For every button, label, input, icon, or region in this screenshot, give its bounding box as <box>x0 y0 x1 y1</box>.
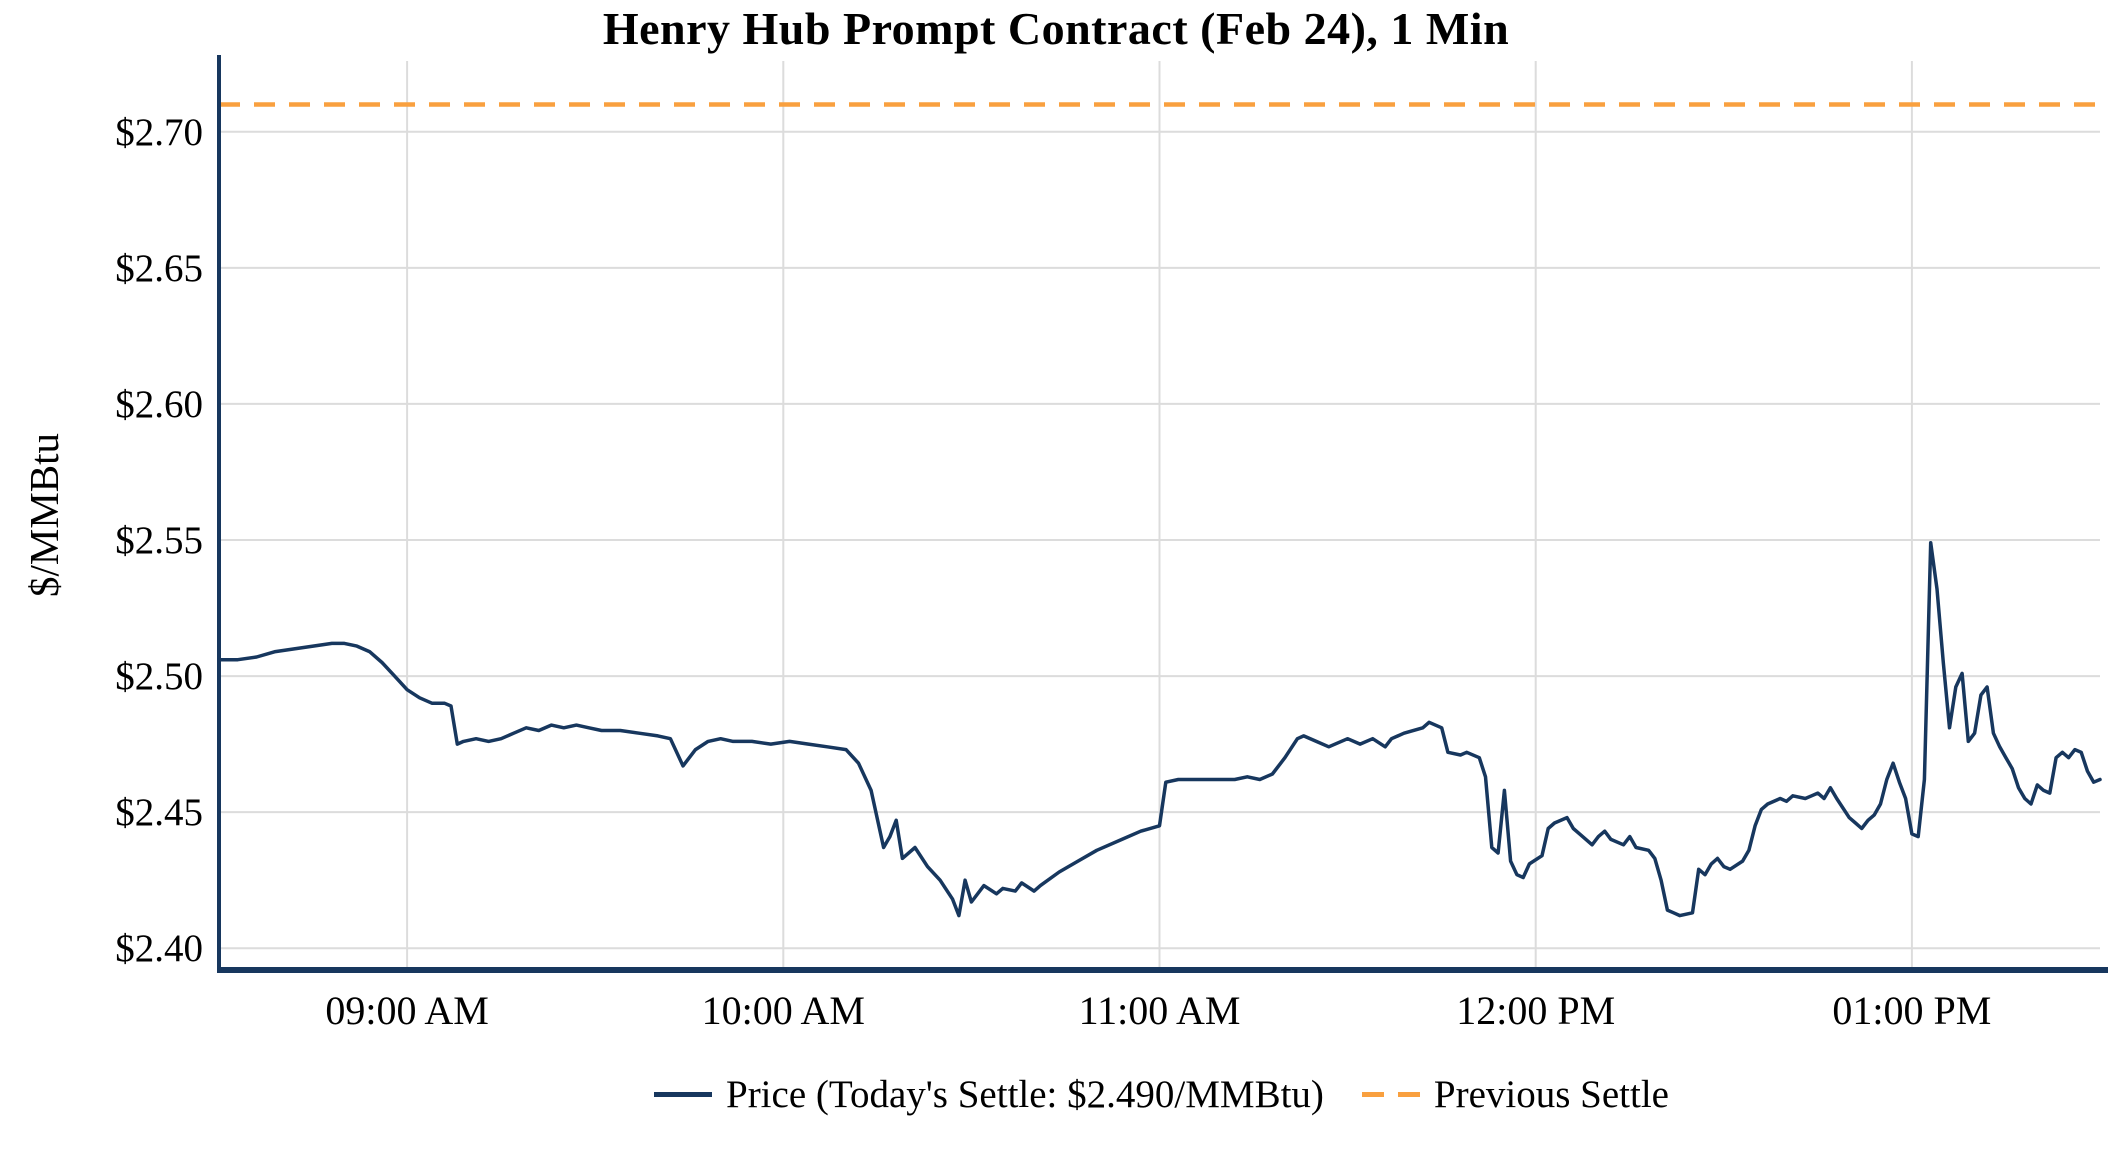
x-tick-label: 10:00 AM <box>702 988 865 1033</box>
y-tick-label: $2.60 <box>115 383 203 426</box>
legend-item-price: Price (Today's Settle: $2.490/MMBtu) <box>654 1072 1324 1117</box>
price-line-sample-icon <box>654 1092 712 1097</box>
chart-title: Henry Hub Prompt Contract (Feb 24), 1 Mi… <box>602 3 1510 54</box>
y-tick-label: $2.45 <box>115 791 203 834</box>
y-tick-label: $2.65 <box>115 247 203 290</box>
legend: Price (Today's Settle: $2.490/MMBtu) Pre… <box>219 1072 2104 1117</box>
y-tick-label: $2.40 <box>115 927 203 970</box>
x-tick-label: 11:00 AM <box>1079 988 1241 1033</box>
y-tick-label: $2.70 <box>115 111 203 154</box>
price-legend-label: Price (Today's Settle: $2.490/MMBtu) <box>726 1073 1324 1116</box>
previous-settle-dash-sample-icon <box>1361 1092 1420 1097</box>
legend-item-previous-settle: Previous Settle <box>1361 1072 1669 1117</box>
x-tick-label: 01:00 PM <box>1832 988 1991 1033</box>
price-line <box>217 540 2102 918</box>
previous-settle-legend-label: Previous Settle <box>1433 1073 1669 1116</box>
y-tick-label: $2.55 <box>115 519 203 562</box>
x-tick-label: 09:00 AM <box>325 988 488 1033</box>
x-tick-label: 12:00 PM <box>1456 988 1615 1033</box>
y-tick-label: $2.50 <box>115 655 203 698</box>
price-chart: $2.40 $2.45 $2.50 $2.55 $2.60 $2.65 $2.70 09:00… <box>115 55 2108 1033</box>
